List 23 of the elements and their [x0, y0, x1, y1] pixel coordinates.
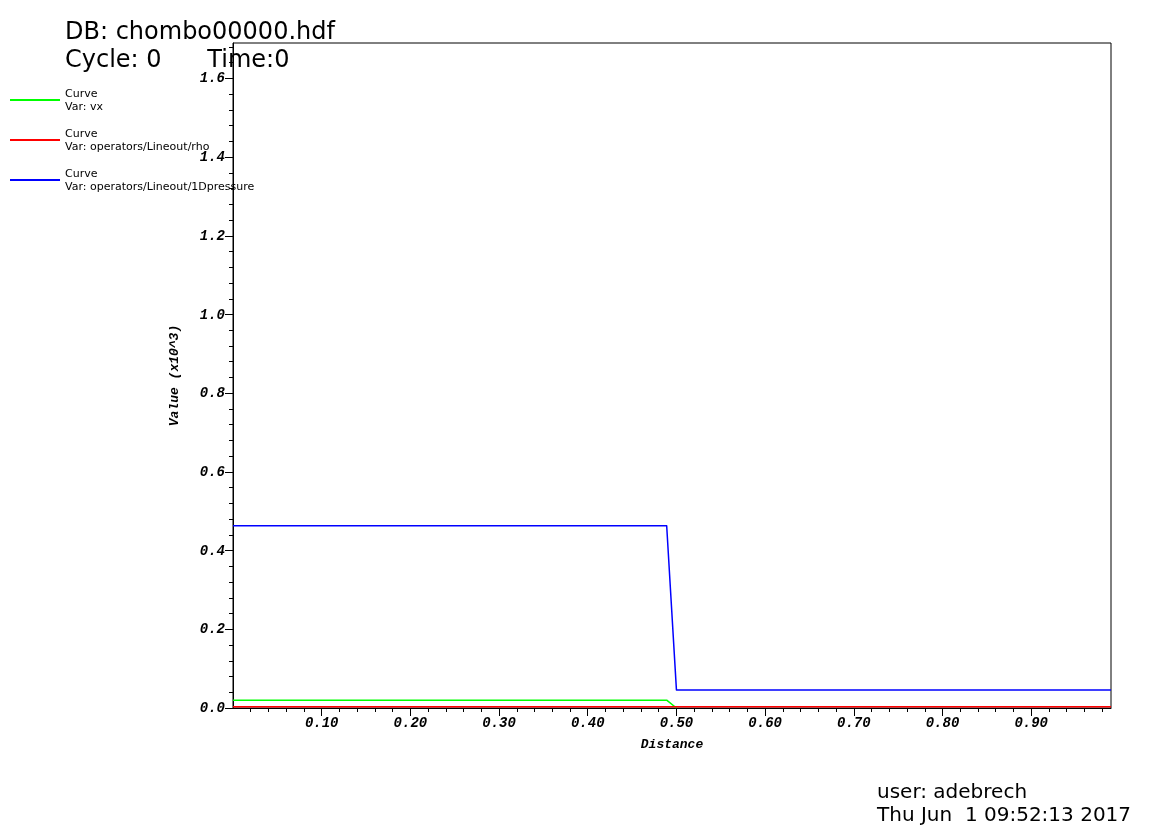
x-tick-label: 0.50	[659, 715, 694, 731]
y-tick-label: 0.8	[199, 385, 226, 402]
x-tick-label: 0.80	[925, 715, 960, 731]
y-axis-title: Value (x10^3)	[167, 324, 182, 427]
x-tick-label: 0.20	[393, 715, 428, 731]
y-tick-label: 0.4	[199, 542, 225, 559]
x-tick-label: 0.40	[570, 715, 605, 731]
text: user: adebrech	[877, 779, 1028, 803]
y-tick-label: 0.6	[199, 463, 226, 480]
x-tick-label: 0.60	[748, 715, 782, 731]
x-tick-label: 0.70	[837, 715, 871, 731]
text: Thu Jun 1 09:52:13 2017	[876, 802, 1132, 826]
x-tick-label: 0.90	[1014, 715, 1048, 731]
x-axis-title: Distance	[640, 737, 704, 752]
y-tick-label: 1.2	[199, 227, 226, 244]
y-tick-label: 1.6	[199, 70, 226, 87]
x-tick-label: 0.10	[304, 715, 339, 731]
legend-label: Curve Var: vx	[65, 87, 104, 113]
chart-title: DB: chombo00000.hdf	[65, 17, 336, 45]
y-tick-label: 1.0	[199, 306, 225, 323]
y-tick-label: 0.2	[199, 621, 226, 638]
x-tick-label: 0.30	[482, 715, 516, 731]
y-tick-label: 0.0	[199, 700, 225, 716]
